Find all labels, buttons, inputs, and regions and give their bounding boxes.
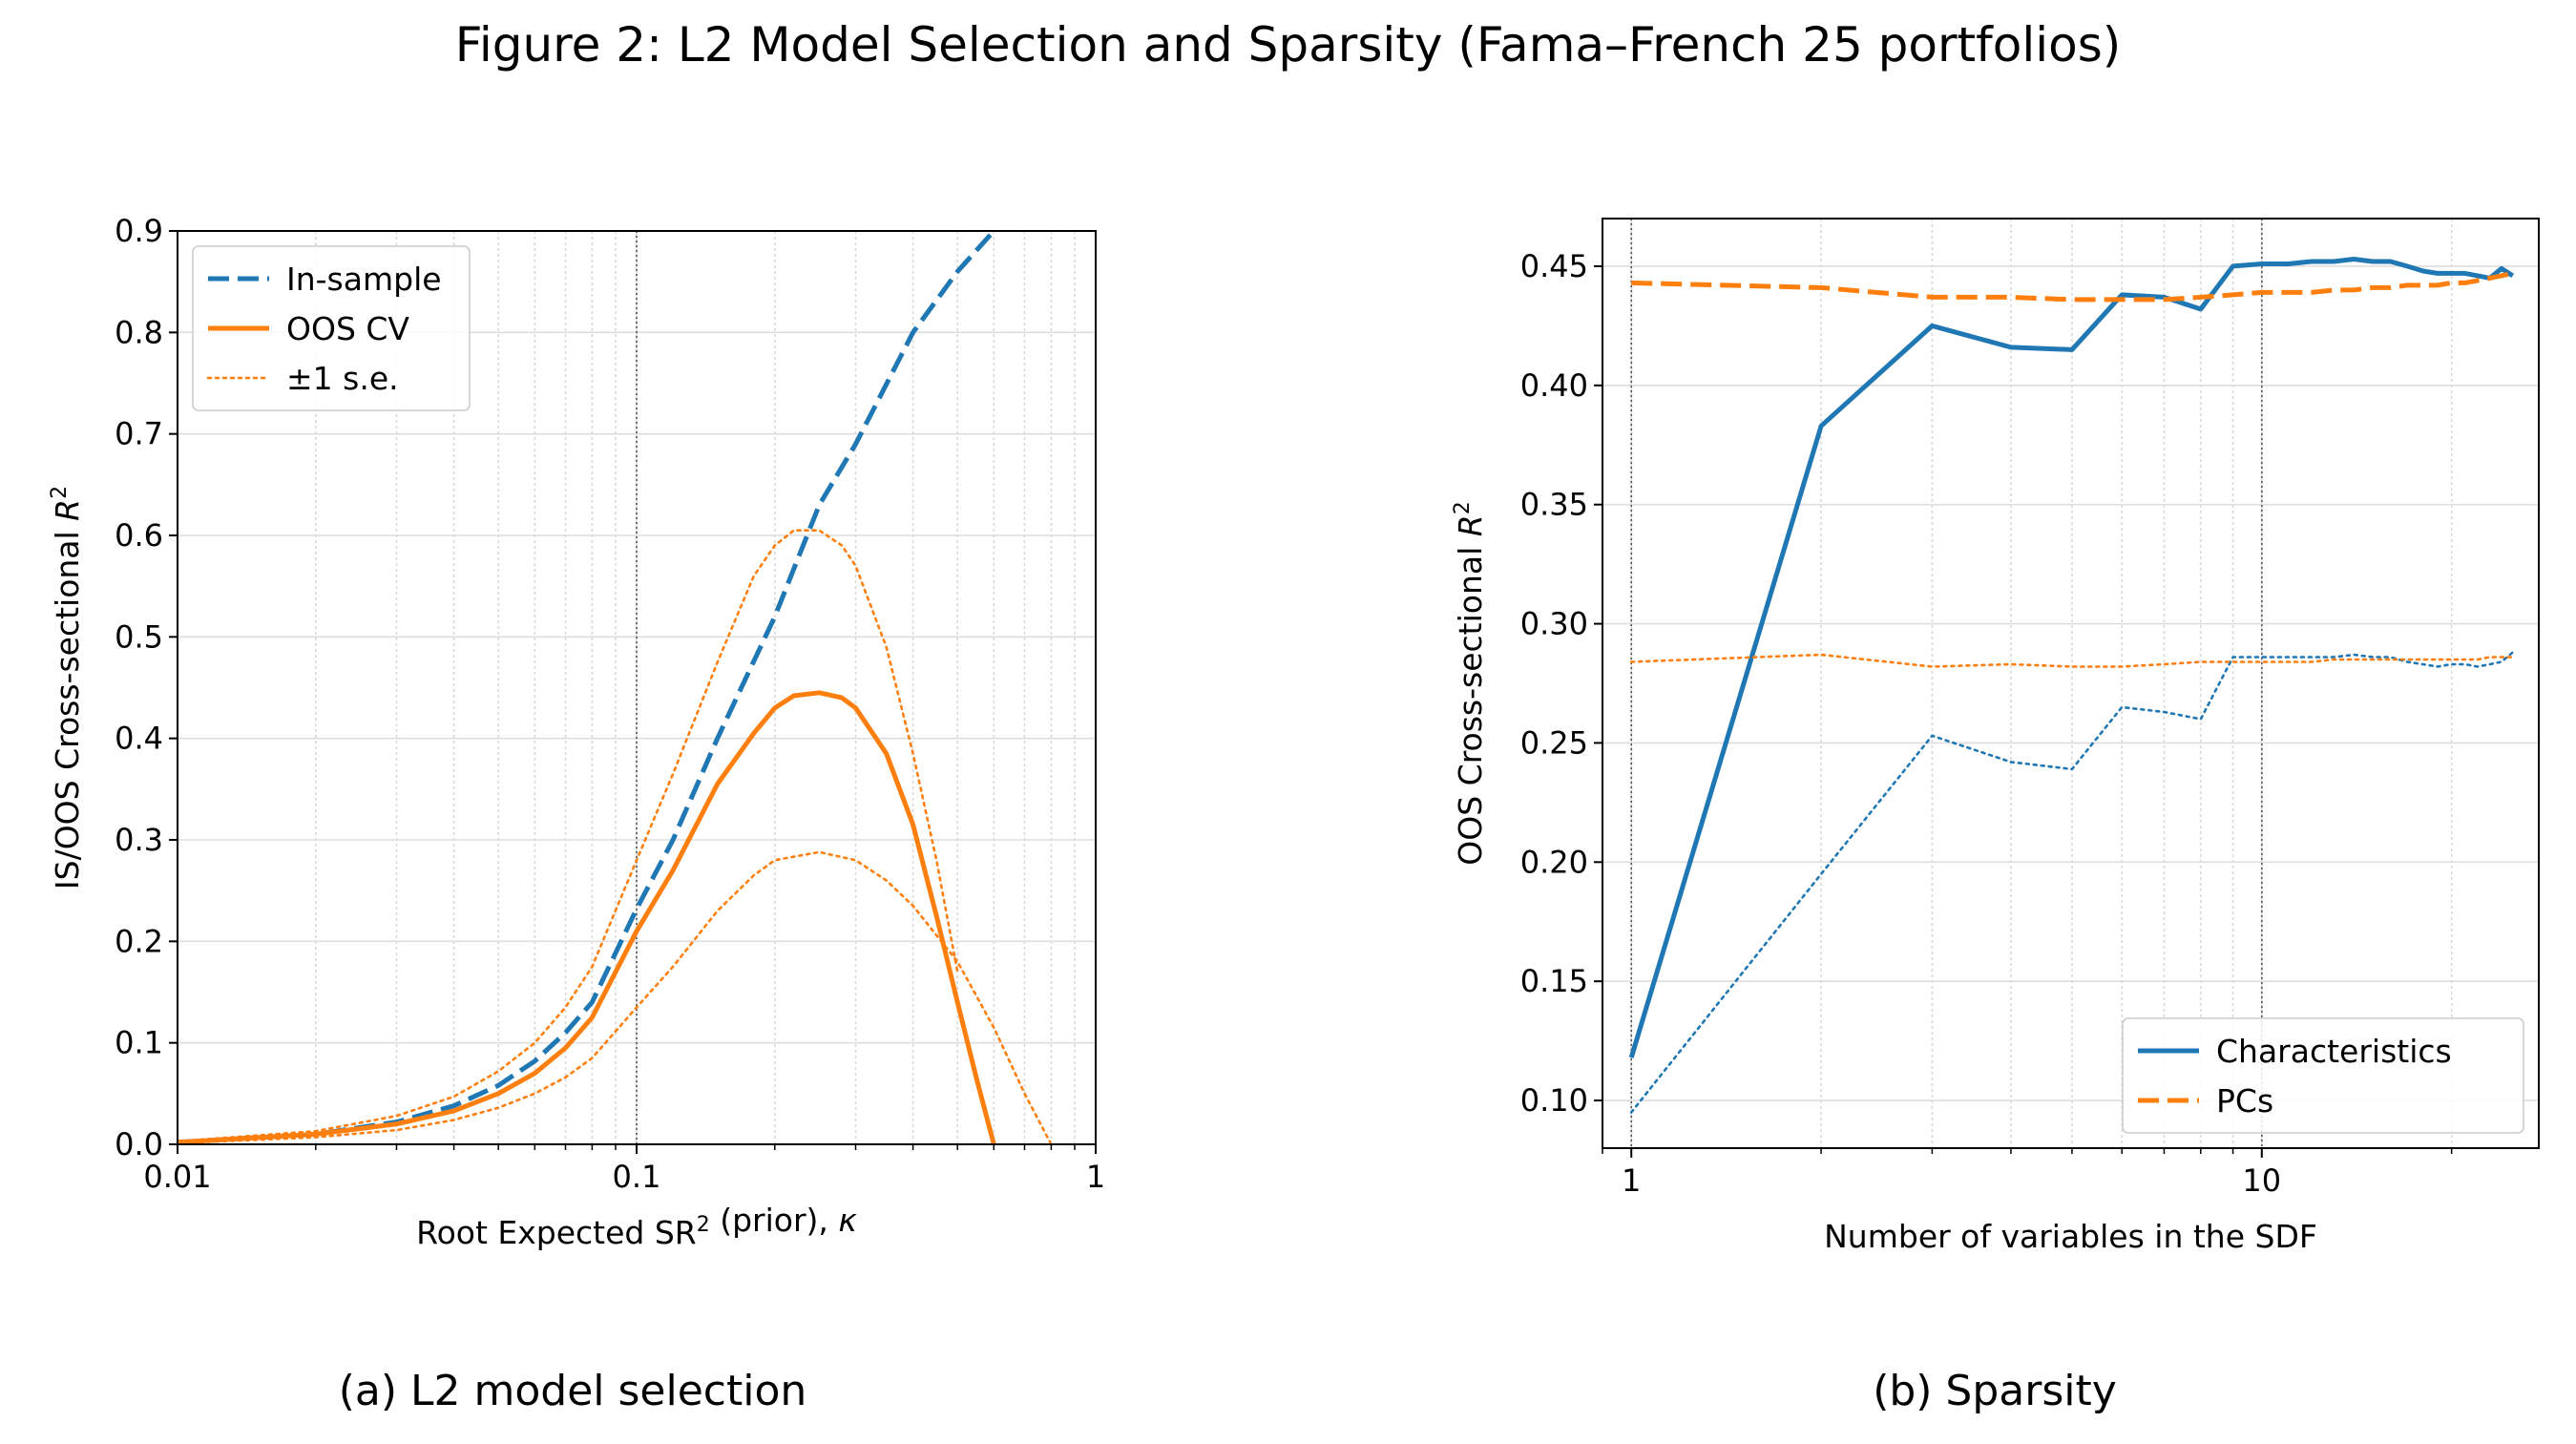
x-tick-label: 0.1 bbox=[613, 1159, 661, 1195]
series-line-in-sample bbox=[178, 231, 996, 1144]
figure-title: Figure 2: L2 Model Selection and Sparsit… bbox=[454, 17, 2122, 73]
legend-label-in-sample: In-sample bbox=[286, 261, 442, 298]
y-tick-label: 0.35 bbox=[1520, 487, 1588, 523]
y-tick-label: 0.3 bbox=[115, 822, 163, 858]
legend: Characteristics PCs bbox=[2122, 1017, 2524, 1134]
series-line-characteristics bbox=[1628, 257, 2515, 1058]
series-group bbox=[1628, 257, 2515, 1114]
series-group bbox=[178, 231, 1053, 1144]
y-tick-label: 0.10 bbox=[1520, 1082, 1588, 1119]
x-tick-label: 10 bbox=[2242, 1162, 2281, 1199]
caption-a: (a) L2 model selection bbox=[338, 1367, 807, 1415]
y-tick-label: 0.2 bbox=[115, 923, 163, 959]
y-tick-label: 0.25 bbox=[1520, 724, 1588, 761]
panel-b-chart: 0.10 0.15 0.20 0.25 0.30 0.35 0.40 0.45 1 10 Numbe… bbox=[1451, 218, 2540, 1255]
series-line-pcs-s-e bbox=[1629, 653, 2514, 668]
y-tick-label: 0.6 bbox=[115, 517, 163, 554]
y-tick-label: 0.5 bbox=[115, 618, 163, 655]
legend-label-1-s-e: ±1 s.e. bbox=[286, 360, 399, 397]
y-tick-label: 0.7 bbox=[115, 416, 163, 452]
y-tick-label: 0.4 bbox=[115, 721, 163, 757]
y-tick-label: 0.8 bbox=[115, 314, 163, 350]
axes-frame bbox=[1602, 218, 2540, 1149]
x-tick-label: 1 bbox=[1086, 1159, 1105, 1195]
y-axis-label: OOS Cross-sectional R2 bbox=[1451, 501, 1489, 865]
y-axis-label: IS/OOS Cross-sectional R2 bbox=[48, 486, 86, 889]
y-tick-label: 0.9 bbox=[115, 213, 163, 249]
y-tick-label: 0.40 bbox=[1520, 367, 1588, 404]
legend: In-sample OOS CV ±1 s.e. bbox=[192, 245, 471, 411]
series-line-pcs bbox=[1631, 270, 2514, 303]
x-axis-label: Number of variables in the SDF bbox=[1824, 1218, 2317, 1255]
x-tick-label: 0.01 bbox=[143, 1159, 211, 1195]
x-tick-label: 1 bbox=[1622, 1162, 1641, 1199]
y-tick-label: 0.15 bbox=[1520, 963, 1588, 999]
y-tick-label: 0.1 bbox=[115, 1025, 163, 1061]
series-line-characteristics-s-e bbox=[1629, 651, 2514, 1114]
y-tick-label: 0.20 bbox=[1520, 844, 1588, 880]
series-line-1-s-e-lower bbox=[178, 850, 1053, 1144]
legend-label-characteristics: Characteristics bbox=[2216, 1033, 2452, 1070]
grid bbox=[1602, 219, 2539, 1148]
series-line-oos-cv bbox=[178, 690, 996, 1144]
panel-a-chart: 0.0 0.1 0.2 0.3 0.4 0.5 0.6 0.7 0.8 0.9 0.01 0.1 1 Ro… bbox=[48, 213, 1105, 1251]
legend-label-pcs: PCs bbox=[2216, 1082, 2273, 1120]
legend-label-oos-cv: OOS CV bbox=[286, 310, 409, 347]
y-tick-label: 0.45 bbox=[1520, 248, 1588, 284]
y-tick-label: 0.30 bbox=[1520, 606, 1588, 642]
x-axis-label: Root Expected SR2 (prior), κ bbox=[416, 1202, 857, 1251]
caption-b: (b) Sparsity bbox=[1873, 1367, 2117, 1415]
series-line-1-s-e-upper bbox=[178, 529, 959, 1143]
legend-box bbox=[192, 245, 471, 411]
y-tick-label: 0.0 bbox=[115, 1126, 163, 1162]
legend-box bbox=[2122, 1017, 2524, 1134]
